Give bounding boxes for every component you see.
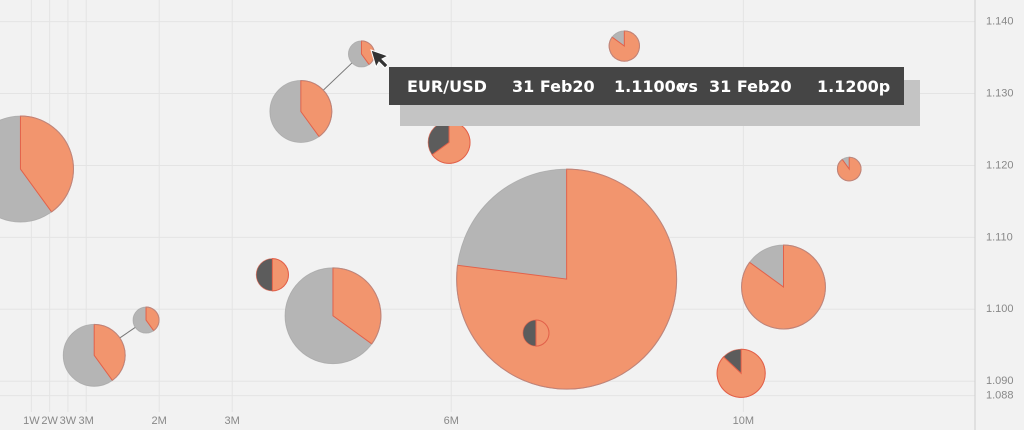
bubble-outline bbox=[608, 30, 640, 62]
bubble bbox=[427, 120, 471, 164]
bubble bbox=[716, 348, 766, 398]
y-tick-label: 1.100 bbox=[986, 303, 1014, 315]
x-tick-label: 6M bbox=[444, 415, 459, 427]
bubble bbox=[269, 80, 333, 143]
bubble-share bbox=[271, 258, 289, 292]
x-tick-label: 3W bbox=[60, 415, 77, 427]
bubble-outline bbox=[269, 80, 333, 143]
x-tick-label: 3M bbox=[225, 415, 240, 427]
bubble-outline bbox=[522, 319, 550, 347]
y-tick-label: 1.130 bbox=[986, 87, 1014, 99]
bubble-outline bbox=[716, 348, 766, 398]
bubble bbox=[255, 258, 289, 292]
bubble-outline bbox=[255, 258, 289, 292]
bubble-outline bbox=[0, 115, 74, 223]
bubble-outline bbox=[741, 244, 826, 330]
bubble bbox=[522, 319, 550, 347]
bubble bbox=[348, 40, 375, 68]
tooltip: EUR/USD 31 Feb20 1.1100c vs 31 Feb20 1.1… bbox=[389, 67, 904, 105]
bubbles bbox=[0, 30, 862, 398]
bubble bbox=[284, 267, 382, 365]
y-tick-label: 1.120 bbox=[986, 159, 1014, 171]
bubble bbox=[741, 244, 826, 330]
bubble-outline bbox=[62, 323, 126, 387]
y-tick-label: 1.140 bbox=[986, 15, 1014, 27]
bubble-outline bbox=[836, 156, 862, 182]
bubble bbox=[62, 323, 126, 387]
bubble bbox=[0, 115, 74, 223]
bubble-outline bbox=[284, 267, 382, 365]
bubble-outline bbox=[132, 306, 160, 334]
x-tick-label: 2W bbox=[41, 415, 58, 427]
bubble bbox=[836, 156, 862, 182]
y-tick-label: 1.088 bbox=[986, 390, 1014, 402]
x-tick-label: 3M bbox=[79, 415, 94, 427]
bubble bbox=[608, 30, 640, 62]
tooltip-date: 31 Feb20 bbox=[709, 76, 792, 96]
tooltip-vs: vs bbox=[678, 76, 698, 96]
bubble-outline bbox=[456, 168, 678, 390]
x-tick-label: 2M bbox=[152, 415, 167, 427]
bubble bbox=[132, 306, 160, 334]
tooltip-rate: 1.1200p bbox=[817, 76, 891, 96]
tooltip-date: 31 Feb20 bbox=[512, 76, 595, 96]
y-tick-label: 1.090 bbox=[986, 375, 1014, 387]
tooltip-pair: EUR/USD bbox=[407, 76, 487, 96]
tooltip-rate: 1.1100c bbox=[614, 76, 686, 96]
bubble bbox=[456, 168, 678, 390]
x-tick-label: 10M bbox=[733, 415, 754, 427]
y-tick-label: 1.110 bbox=[986, 231, 1013, 243]
x-tick-label: 1W bbox=[23, 415, 40, 427]
